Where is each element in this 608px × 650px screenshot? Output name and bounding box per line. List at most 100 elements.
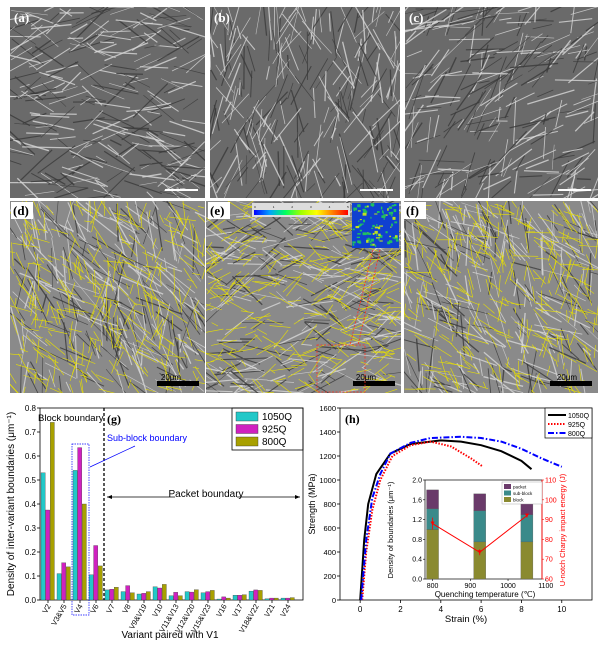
bar-925Q-V12&V20 — [189, 591, 194, 601]
bar-1050Q-V18&V22 — [248, 590, 254, 601]
lath — [440, 253, 450, 272]
lath — [579, 324, 589, 336]
boundary-overlay — [350, 269, 374, 280]
boundary-overlay — [33, 251, 41, 271]
lath — [283, 254, 303, 261]
lath — [188, 167, 205, 182]
boundary-overlay — [404, 312, 411, 321]
boundary-overlay — [506, 209, 514, 215]
lath — [10, 52, 43, 72]
lath — [452, 201, 462, 211]
lath — [61, 166, 100, 181]
lath — [218, 257, 233, 260]
lath — [466, 116, 509, 126]
boundary-overlay — [300, 256, 305, 262]
boundary-overlay — [505, 363, 523, 380]
lath — [44, 172, 66, 186]
boundary-overlay — [570, 330, 577, 346]
boundary-overlay — [359, 307, 373, 309]
bar-800Q-V9&V19 — [146, 591, 151, 601]
lath — [129, 173, 178, 181]
bar-925Q-V9&V19 — [141, 593, 146, 601]
boundary-overlay — [447, 306, 451, 324]
lath — [474, 123, 499, 134]
lath — [551, 144, 555, 170]
boundary-overlay — [532, 286, 536, 303]
lath — [534, 324, 583, 335]
lath — [151, 7, 178, 22]
h-y-tick-label: 200 — [323, 572, 336, 581]
boundary-overlay — [375, 307, 401, 320]
boundary-overlay — [226, 299, 249, 313]
lath — [239, 222, 253, 231]
lath — [544, 250, 558, 261]
lath — [559, 167, 585, 186]
boundary-overlay — [100, 339, 103, 346]
lath — [210, 108, 217, 141]
legend-swatch-1050Q — [235, 411, 259, 422]
boundary-overlay — [33, 307, 45, 312]
boundary-overlay — [56, 308, 84, 315]
boundary-overlay — [561, 228, 565, 243]
boundary-overlay — [548, 261, 557, 284]
lath — [182, 7, 203, 21]
lath — [427, 246, 458, 277]
g-x-tick-label: V24 — [278, 603, 292, 619]
kam-map-spot — [366, 205, 369, 208]
bar-800Q-V12&V20 — [194, 589, 199, 601]
boundary-overlay — [293, 359, 306, 365]
kam-map-spot — [352, 243, 355, 246]
lath — [310, 215, 334, 225]
boundary-overlay — [210, 219, 226, 230]
lath — [67, 164, 84, 170]
lath — [312, 158, 324, 179]
boundary-overlay — [192, 370, 198, 380]
lath — [287, 82, 294, 100]
boundary-overlay — [159, 335, 161, 351]
lath — [216, 339, 242, 342]
h-legend-label-925Q: 925Q — [568, 422, 586, 429]
boundary-overlay — [320, 218, 343, 226]
boundary-overlay — [133, 302, 147, 307]
boundary-overlay — [353, 292, 374, 307]
lath — [308, 380, 330, 393]
kam-map-spot — [365, 232, 370, 235]
lath — [99, 41, 115, 44]
inset-x-tick-label: 1100 — [538, 583, 553, 590]
boundary-overlay — [316, 253, 329, 258]
boundary-overlay — [72, 355, 80, 374]
boundary-overlay — [136, 351, 157, 363]
lath — [63, 201, 74, 231]
lath — [10, 148, 35, 156]
kam-map-spot — [374, 230, 378, 234]
boundary-overlay — [166, 308, 188, 324]
boundary-overlay — [158, 262, 162, 277]
boundary-overlay — [465, 253, 475, 262]
lath — [116, 369, 125, 393]
lath — [100, 30, 131, 33]
boundary-overlay — [182, 201, 186, 224]
lath — [484, 311, 490, 328]
lath — [148, 145, 187, 147]
lath — [206, 382, 219, 390]
boundary-overlay — [459, 287, 465, 293]
boundary-overlay — [90, 294, 101, 319]
lath — [405, 7, 409, 12]
lath — [404, 240, 446, 250]
boundary-overlay — [474, 260, 478, 269]
lath — [594, 220, 597, 231]
kam-map-spot — [382, 211, 384, 214]
lath — [108, 207, 131, 245]
boundary-overlay — [206, 217, 227, 235]
boundary-overlay — [410, 270, 419, 280]
lath — [40, 106, 75, 138]
lath — [30, 79, 54, 90]
boundary-overlay — [562, 201, 577, 226]
lath — [404, 327, 439, 342]
lath — [270, 374, 286, 382]
lath — [273, 7, 276, 50]
lath — [583, 37, 598, 57]
kam-map-spot — [388, 211, 393, 214]
lath — [470, 108, 502, 120]
lath — [95, 33, 132, 41]
